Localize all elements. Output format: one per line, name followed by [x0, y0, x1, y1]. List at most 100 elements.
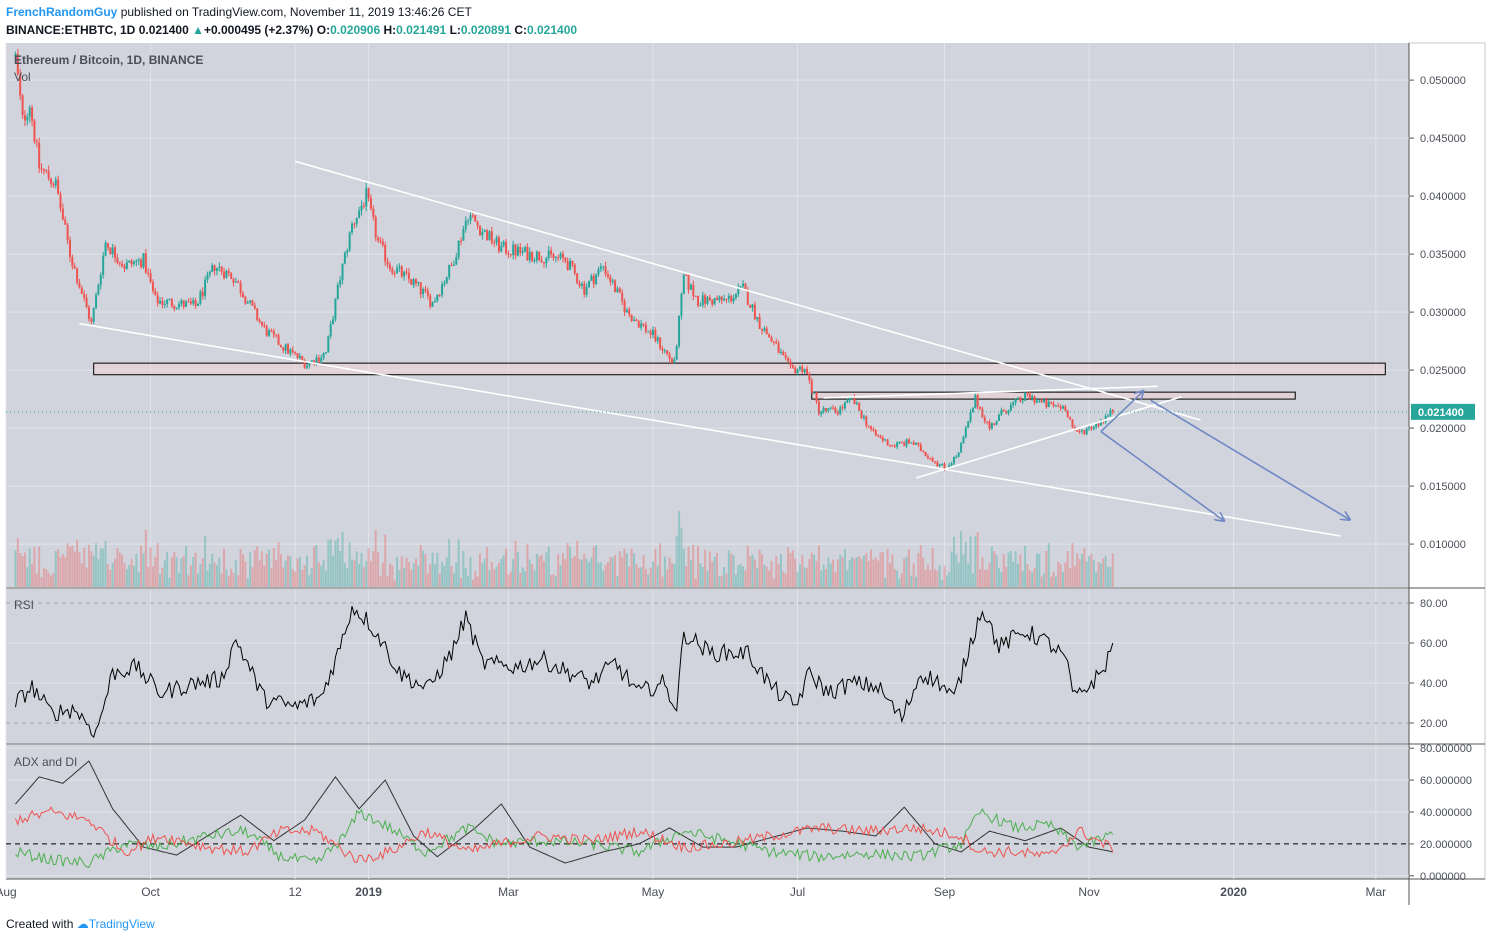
volume-bar — [955, 554, 958, 587]
volume-bar — [19, 552, 22, 587]
author-link[interactable]: FrenchRandomGuy — [6, 5, 118, 19]
candle-body — [580, 283, 583, 286]
candle-body — [988, 421, 991, 429]
candle-body — [886, 439, 889, 446]
candle-body — [106, 242, 109, 248]
resistance-zone-box — [93, 362, 1386, 376]
volume-bar — [538, 556, 541, 587]
candle-body — [815, 392, 818, 402]
candle-body — [14, 53, 17, 57]
volume-bar — [448, 538, 451, 587]
volume-bar — [1014, 551, 1017, 587]
candle-body — [377, 237, 380, 241]
candle-body — [391, 268, 394, 274]
volume-bar — [1076, 553, 1079, 587]
volume-bar — [540, 554, 543, 587]
candle-body — [957, 452, 960, 457]
candle-body — [614, 280, 617, 293]
volume-bar — [611, 557, 614, 587]
candle-body — [952, 456, 955, 464]
time-axis-label: 2020 — [1220, 885, 1247, 899]
candle-body — [367, 188, 370, 199]
volume-bar — [964, 541, 967, 587]
volume-bar — [346, 568, 349, 587]
candle-body — [125, 262, 128, 269]
volume-bar — [218, 557, 221, 587]
candle-body — [725, 298, 728, 300]
candle-body — [206, 274, 209, 280]
volume-bar — [189, 565, 192, 587]
candle-body — [820, 411, 823, 415]
volume-bar — [118, 552, 121, 587]
volume-bar — [256, 546, 259, 587]
candle-body — [1009, 404, 1012, 411]
volume-bar — [602, 570, 605, 587]
candle-body — [355, 218, 358, 224]
candle-body — [474, 215, 477, 222]
volume-bar — [673, 563, 676, 587]
candle-body — [21, 95, 24, 116]
volume-bar — [990, 546, 993, 587]
candle-body — [969, 411, 972, 422]
candle-body — [87, 307, 90, 319]
volume-bar — [21, 556, 24, 587]
volume-bar — [64, 556, 67, 587]
candle-body — [514, 244, 517, 256]
candle-body — [132, 261, 135, 265]
candle-body — [542, 262, 545, 264]
volume-bar — [265, 553, 268, 587]
candle-body — [1080, 429, 1083, 432]
volume-bar — [1009, 550, 1012, 587]
volume-bar — [654, 548, 657, 587]
candle-body — [867, 425, 870, 427]
volume-bar — [718, 576, 721, 587]
volume-bar — [609, 556, 612, 587]
tradingview-link[interactable]: TradingView — [88, 917, 155, 931]
candle-body — [670, 358, 673, 363]
volume-bar — [272, 548, 275, 587]
candle-body — [272, 330, 275, 335]
volume-bar — [170, 557, 173, 587]
candle-body — [1031, 396, 1034, 399]
candle-body — [689, 284, 692, 290]
volume-bar — [244, 561, 247, 587]
volume-bar — [815, 561, 818, 587]
candle-body — [583, 283, 586, 295]
volume-bar — [715, 552, 718, 587]
volume-bar — [313, 546, 316, 587]
price-axis-label: 0.020000 — [1420, 423, 1466, 435]
volume-bar — [1026, 564, 1029, 587]
candle-body — [550, 250, 553, 255]
candle-body — [765, 328, 768, 335]
candle-body — [360, 205, 363, 211]
candle-body — [1090, 427, 1093, 430]
volume-bar — [855, 557, 858, 587]
volume-bar — [1090, 553, 1093, 587]
volume-bar — [583, 553, 586, 587]
rsi-axis-label: 40.00 — [1420, 678, 1448, 690]
candle-body — [1099, 420, 1102, 426]
candle-body — [424, 289, 427, 291]
candle-body — [566, 261, 569, 270]
volume-bar — [995, 555, 998, 587]
candle-body — [1064, 406, 1067, 411]
volume-bar — [33, 547, 36, 587]
volume-bar — [374, 529, 377, 587]
candle-body — [256, 308, 259, 320]
candle-body — [531, 251, 534, 262]
volume-bar — [678, 511, 681, 587]
volume-bar — [488, 569, 491, 587]
candle-body — [704, 295, 707, 304]
candle-body — [469, 215, 472, 221]
volume-bar — [289, 556, 292, 587]
volume-bar — [836, 559, 839, 587]
volume-bar — [753, 559, 756, 587]
candle-body — [358, 210, 361, 219]
candle-body — [919, 444, 922, 451]
candle-body — [877, 435, 880, 437]
volume-bar — [1028, 570, 1031, 587]
volume-bar — [917, 552, 920, 587]
candle-body — [673, 359, 676, 363]
projection-arrow — [1150, 399, 1350, 519]
